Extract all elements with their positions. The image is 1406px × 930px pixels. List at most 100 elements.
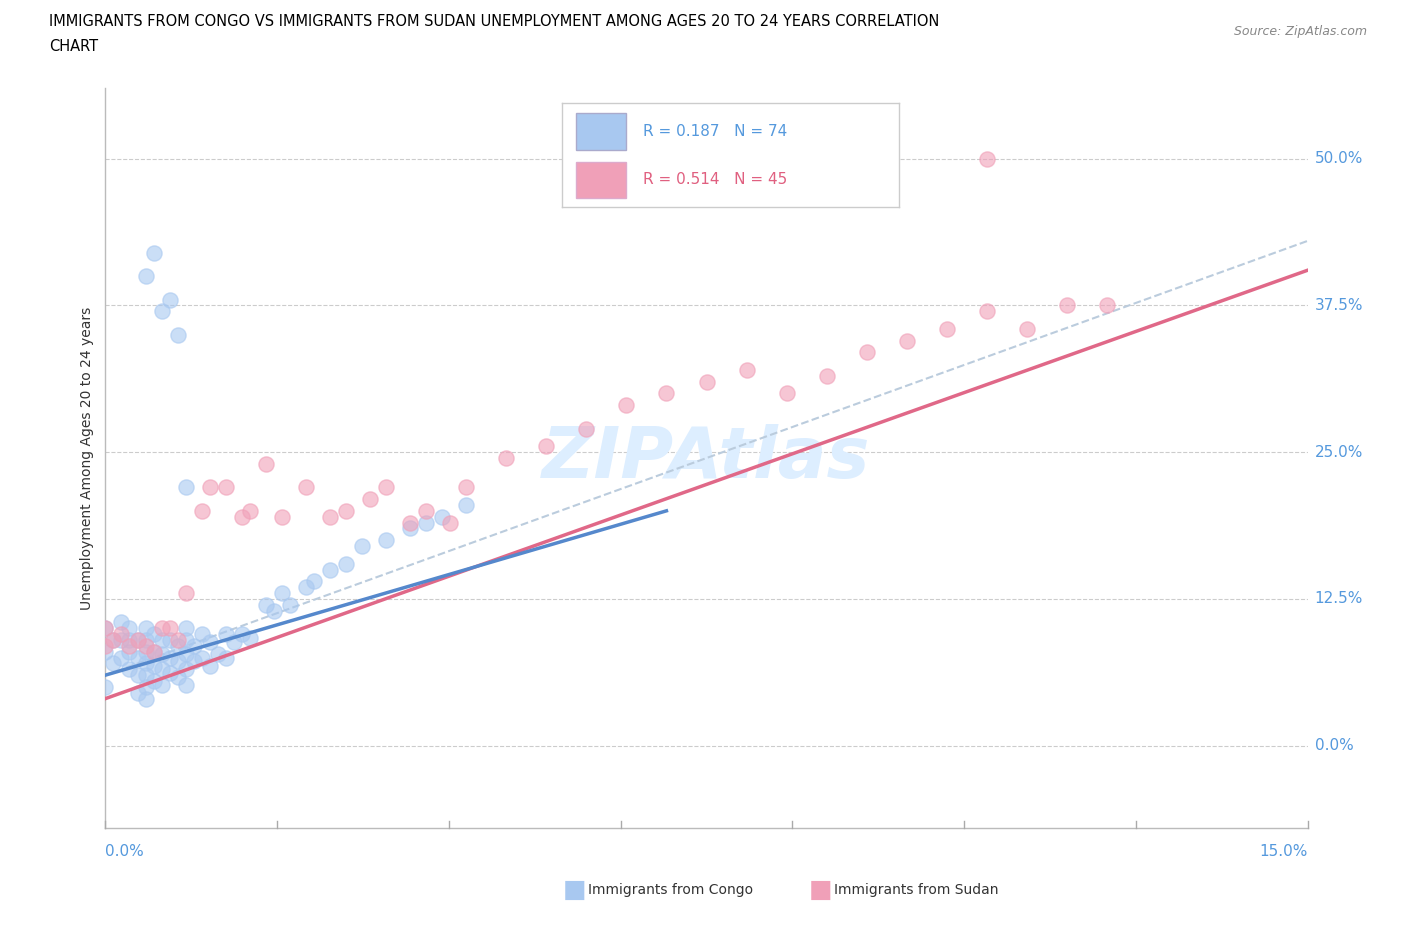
- Point: [430, 510, 453, 525]
- Point: [295, 480, 318, 495]
- Point: [534, 439, 557, 454]
- Point: [142, 644, 165, 659]
- Point: [214, 480, 236, 495]
- Point: [94, 620, 117, 635]
- Point: [159, 632, 181, 647]
- Point: [776, 386, 799, 401]
- Point: [174, 677, 197, 692]
- Point: [302, 574, 325, 589]
- Text: Source: ZipAtlas.com: Source: ZipAtlas.com: [1233, 25, 1367, 38]
- Text: IMMIGRANTS FROM CONGO VS IMMIGRANTS FROM SUDAN UNEMPLOYMENT AMONG AGES 20 TO 24 : IMMIGRANTS FROM CONGO VS IMMIGRANTS FROM…: [49, 14, 939, 29]
- Point: [103, 632, 125, 647]
- Point: [118, 620, 141, 635]
- Point: [127, 632, 149, 647]
- Point: [159, 665, 181, 680]
- Point: [214, 650, 236, 665]
- Point: [159, 650, 181, 665]
- Point: [350, 538, 373, 553]
- Point: [454, 498, 477, 512]
- Point: [190, 627, 212, 642]
- Point: [399, 515, 422, 530]
- Text: 15.0%: 15.0%: [1260, 844, 1308, 859]
- Point: [166, 654, 188, 669]
- Point: [159, 620, 181, 635]
- Point: [174, 480, 197, 495]
- Point: [127, 668, 149, 683]
- Point: [896, 333, 918, 348]
- Point: [166, 327, 188, 342]
- Point: [278, 597, 301, 612]
- Point: [118, 632, 141, 647]
- Point: [150, 632, 173, 647]
- Y-axis label: Unemployment Among Ages 20 to 24 years: Unemployment Among Ages 20 to 24 years: [80, 306, 94, 610]
- Point: [174, 586, 197, 601]
- Point: [118, 638, 141, 653]
- Point: [270, 510, 292, 525]
- Point: [135, 638, 157, 653]
- Text: 12.5%: 12.5%: [1315, 591, 1364, 606]
- Point: [103, 632, 125, 647]
- Point: [135, 656, 157, 671]
- Point: [103, 656, 125, 671]
- Point: [696, 374, 718, 389]
- Point: [415, 515, 437, 530]
- Point: [335, 503, 357, 518]
- Point: [183, 654, 205, 669]
- Point: [855, 345, 877, 360]
- Point: [1056, 298, 1078, 312]
- Point: [94, 644, 117, 659]
- Point: [159, 292, 181, 307]
- Point: [142, 246, 165, 260]
- Point: [214, 627, 236, 642]
- Point: [198, 480, 221, 495]
- Point: [110, 615, 132, 630]
- Text: 37.5%: 37.5%: [1315, 298, 1364, 313]
- Point: [166, 670, 188, 684]
- Point: [174, 632, 197, 647]
- Point: [936, 322, 959, 337]
- Point: [263, 604, 285, 618]
- Text: Immigrants from Sudan: Immigrants from Sudan: [834, 883, 998, 897]
- Point: [174, 662, 197, 677]
- Point: [150, 677, 173, 692]
- Point: [198, 635, 221, 650]
- Point: [976, 152, 998, 166]
- Point: [142, 627, 165, 642]
- Point: [110, 632, 132, 647]
- Point: [374, 533, 398, 548]
- Point: [150, 304, 173, 319]
- Point: [135, 680, 157, 695]
- Point: [135, 691, 157, 706]
- Point: [374, 480, 398, 495]
- Point: [166, 632, 188, 647]
- Point: [150, 620, 173, 635]
- Text: ZIPAtlas: ZIPAtlas: [543, 423, 870, 493]
- Point: [254, 457, 277, 472]
- Point: [198, 658, 221, 673]
- Text: 0.0%: 0.0%: [1315, 738, 1354, 753]
- Point: [94, 620, 117, 635]
- Point: [94, 638, 117, 653]
- Point: [399, 521, 422, 536]
- Point: [359, 492, 381, 507]
- Point: [207, 646, 229, 661]
- Point: [190, 503, 212, 518]
- Point: [118, 662, 141, 677]
- Point: [135, 632, 157, 647]
- Point: [319, 510, 342, 525]
- Point: [295, 579, 318, 594]
- Text: ■: ■: [562, 878, 586, 902]
- Text: Immigrants from Congo: Immigrants from Congo: [588, 883, 752, 897]
- Text: 50.0%: 50.0%: [1315, 152, 1364, 166]
- Point: [127, 685, 149, 700]
- Point: [174, 646, 197, 661]
- Point: [183, 638, 205, 653]
- Point: [655, 386, 678, 401]
- Point: [1097, 298, 1119, 312]
- Point: [335, 556, 357, 571]
- Point: [150, 662, 173, 677]
- Point: [118, 644, 141, 659]
- Point: [231, 510, 253, 525]
- Point: [454, 480, 477, 495]
- Point: [575, 421, 598, 436]
